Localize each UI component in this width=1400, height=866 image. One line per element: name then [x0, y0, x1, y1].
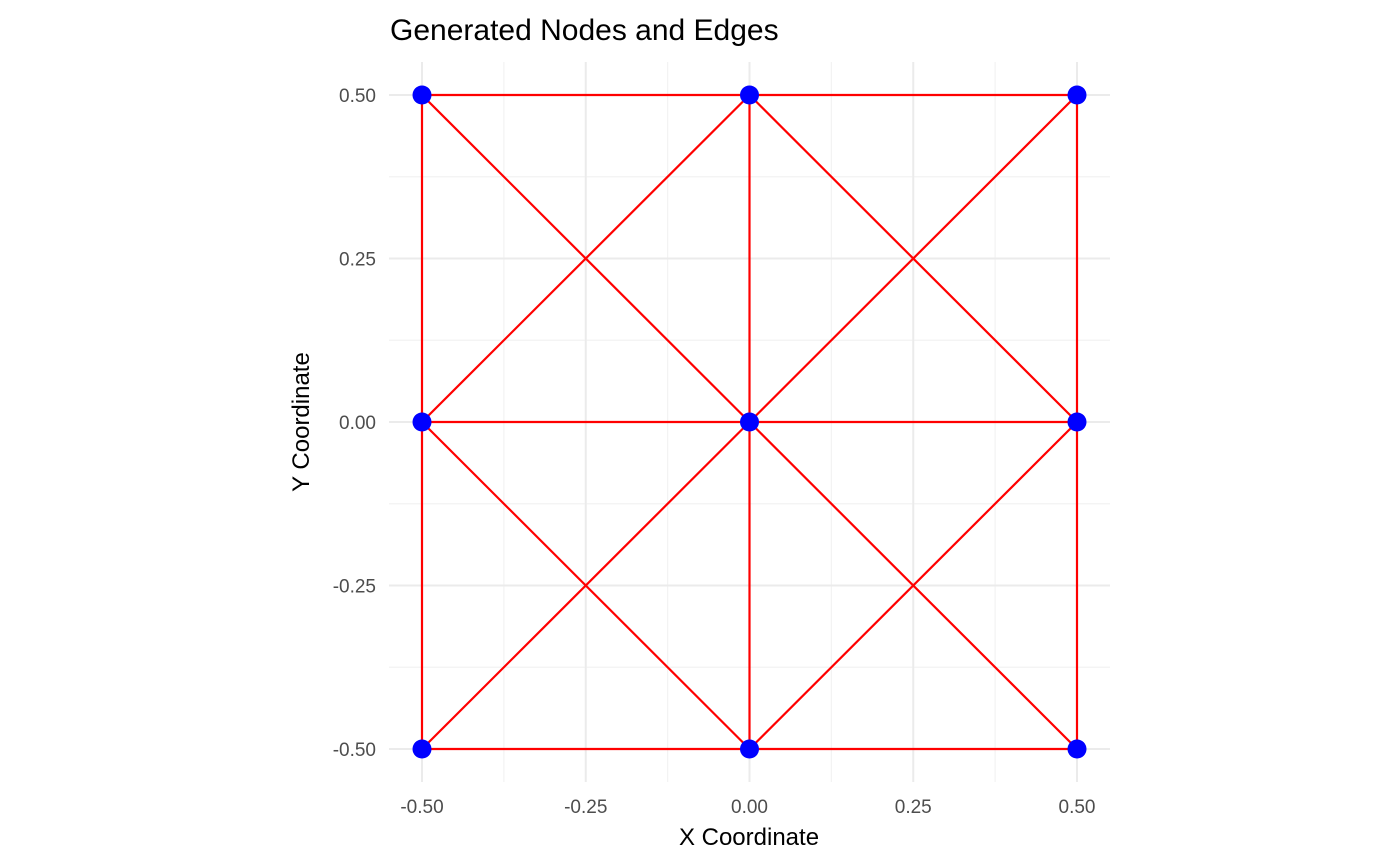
edge-line: [421, 421, 751, 750]
node-point: [412, 412, 432, 432]
node-point: [1067, 739, 1087, 759]
node-point: [412, 85, 432, 105]
node-point: [1067, 412, 1087, 432]
y-axis-ticks: -0.50 -0.25 0.00 0.25 0.50: [333, 86, 376, 761]
x-axis-ticks: -0.50 -0.25 0.00 0.25 0.50: [400, 797, 1095, 818]
y-tick-label: 0.00: [339, 413, 376, 434]
x-axis-title: X Coordinate: [679, 824, 819, 851]
y-tick-label: -0.50: [333, 740, 376, 761]
node-point: [412, 739, 432, 759]
x-tick-label: 0.25: [895, 797, 932, 818]
y-tick-label: -0.25: [333, 577, 376, 598]
y-tick-label: 0.25: [339, 250, 376, 271]
y-axis-title: Y Coordinate: [288, 352, 315, 492]
node-point: [740, 85, 759, 105]
edge-line: [748, 94, 1078, 423]
x-tick-label: 0.50: [1059, 797, 1096, 818]
x-tick-label: -0.50: [400, 797, 443, 818]
nodes: [412, 85, 1087, 759]
chart-title: Generated Nodes and Edges: [390, 14, 779, 47]
y-tick-label: 0.50: [339, 86, 376, 107]
node-point: [740, 412, 759, 432]
edge-line: [421, 94, 751, 423]
edge-line: [748, 421, 1078, 750]
edges: [417, 90, 1082, 754]
node-point: [1067, 85, 1087, 105]
x-tick-label: -0.25: [564, 797, 607, 818]
x-tick-label: 0.00: [731, 797, 768, 818]
node-point: [740, 739, 759, 759]
